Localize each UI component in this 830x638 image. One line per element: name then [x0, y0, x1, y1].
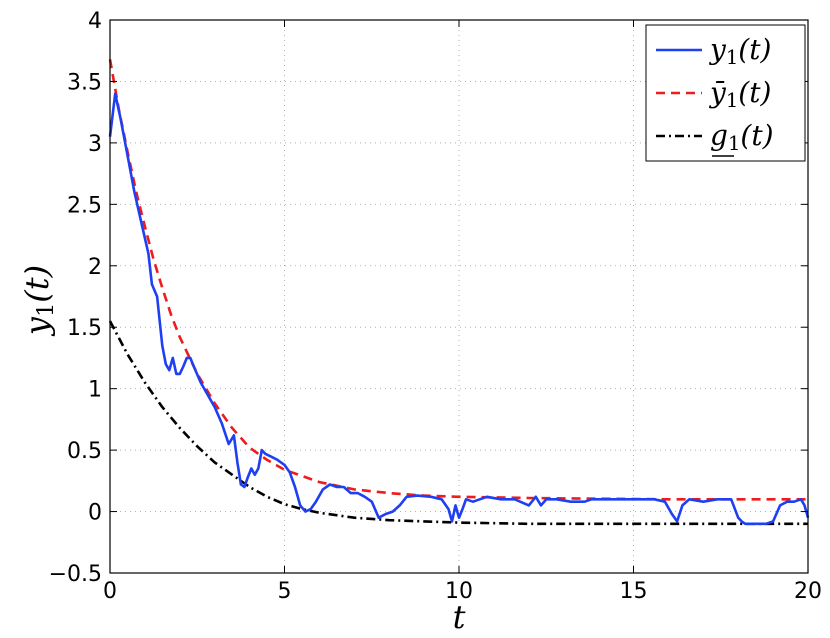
- y-tick-label: −0.5: [49, 562, 102, 587]
- x-tick-label: 5: [278, 579, 292, 604]
- series-line-0: [108, 92, 810, 526]
- x-axis-title: t: [453, 598, 466, 636]
- x-tick-label: 15: [620, 579, 648, 604]
- x-tick-label: 20: [794, 579, 822, 604]
- y-tick-label: 1.5: [67, 316, 102, 341]
- legend: y1(t) ȳ1(t) g1(t): [645, 24, 806, 162]
- legend-items: y1(t) ȳ1(t) g1(t): [656, 33, 774, 157]
- x-tick-label: 10: [445, 579, 473, 604]
- series-line-2: [108, 320, 808, 526]
- x-tick-label: 0: [103, 579, 117, 604]
- grid: [110, 20, 808, 573]
- series-layer: [108, 59, 810, 526]
- legend-label-2: g1(t): [710, 119, 774, 155]
- ticks: [109, 19, 809, 574]
- y-tick-label: 4: [88, 9, 102, 34]
- y-axis-title-text: y1(t): [18, 265, 59, 337]
- y-tick-label: 2.5: [67, 193, 102, 218]
- y-tick-label: 0: [88, 501, 102, 526]
- tick-labels: 0 5 10 15 20−0.500.511.522.533.54: [49, 9, 822, 604]
- y-tick-label: 1: [88, 378, 102, 403]
- legend-label-1: ȳ1(t): [708, 76, 771, 112]
- y-tick-label: 2: [88, 255, 102, 280]
- y-tick-label: 3.5: [67, 70, 102, 95]
- legend-label-0: y1(t): [708, 33, 771, 69]
- y-tick-label: 0.5: [67, 439, 102, 464]
- series-line-1: [108, 59, 808, 501]
- y-tick-label: 3: [88, 132, 102, 157]
